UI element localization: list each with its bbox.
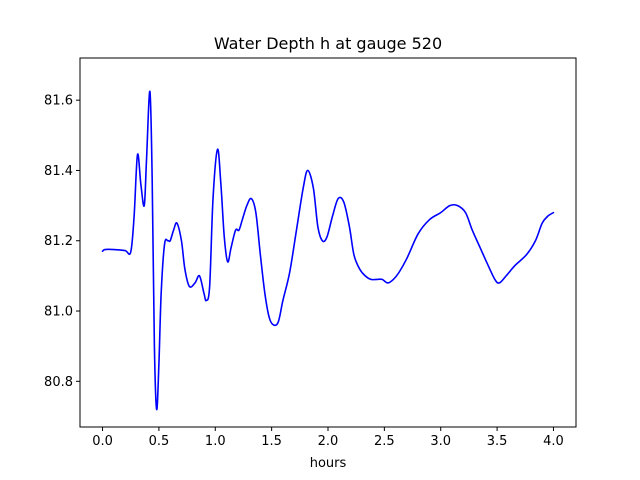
water-depth-series-line [101, 90, 555, 411]
x-tick-label: 0.0 [92, 434, 113, 449]
x-tick-label: 1.5 [261, 434, 282, 449]
y-tick-label: 80.8 [44, 375, 73, 390]
x-axis-ticks: 0.0 0.5 1.0 1.5 2.0 2.5 3.0 3.5 4.0 [92, 427, 564, 449]
chart-title: Water Depth h at gauge 520 [214, 34, 442, 53]
x-tick-label: 4.0 [543, 434, 564, 449]
y-tick-label: 81.0 [44, 305, 73, 320]
y-tick-label: 81.6 [44, 94, 73, 109]
x-tick-label: 3.0 [430, 434, 451, 449]
x-tick-label: 0.5 [149, 434, 170, 449]
x-tick-label: 3.5 [487, 434, 508, 449]
x-tick-label: 2.0 [318, 434, 339, 449]
y-tick-label: 81.4 [44, 164, 73, 179]
x-tick-label: 1.0 [205, 434, 226, 449]
y-axis-ticks: 80.8 81.0 81.2 81.4 81.6 [44, 94, 80, 390]
x-axis-label: hours [310, 456, 347, 471]
x-tick-label: 2.5 [374, 434, 395, 449]
axes-frame [79, 57, 577, 428]
y-tick-label: 81.2 [44, 234, 73, 249]
plot-area [101, 90, 555, 411]
